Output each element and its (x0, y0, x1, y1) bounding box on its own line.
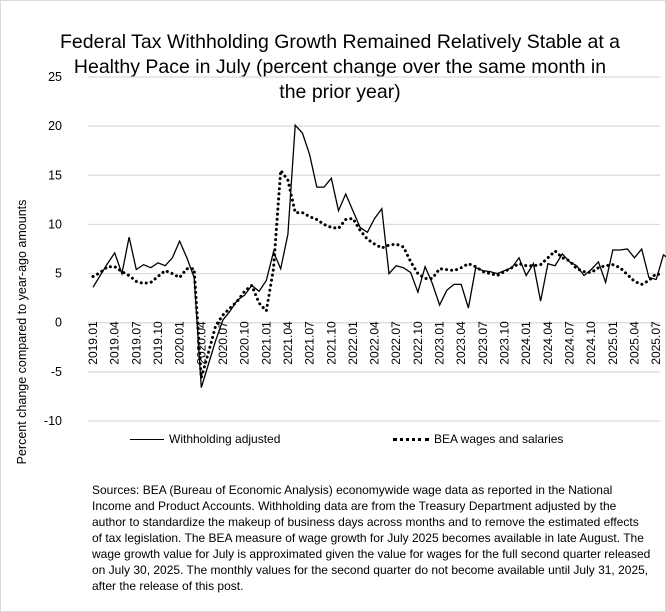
y-tick-label: 15 (48, 168, 62, 182)
x-tick-label: 2025.01 (606, 321, 620, 365)
x-tick-label: 2024.01 (519, 321, 533, 365)
y-tick-labels: 25 20 15 10 5 0 -5 -10 (44, 70, 62, 428)
x-tick-label: 2023.10 (498, 321, 512, 365)
legend-swatch-dotted (393, 437, 429, 441)
x-tick-label: 2022.04 (368, 321, 382, 365)
x-tick-labels: 2019.01 2019.04 2019.07 2019.10 2020.01 2020.… (86, 321, 663, 365)
y-tick-label: 0 (55, 316, 62, 330)
x-tick-label: 2025.07 (649, 321, 663, 365)
y-tick-label: -10 (44, 414, 62, 428)
x-tick-label: 2024.10 (584, 321, 598, 365)
grid-lines (88, 76, 660, 422)
x-tick-label: 2019.04 (108, 321, 122, 365)
legend-item-bea: BEA wages and salaries (393, 432, 563, 446)
x-tick-label: 2023.04 (454, 321, 468, 365)
x-tick-label: 2020.01 (173, 321, 187, 365)
x-tick-label: 2024.07 (563, 321, 577, 365)
x-tick-label: 2019.10 (151, 321, 165, 365)
chart-title: Federal Tax Withholding Growth Remained … (60, 31, 621, 103)
series-line-bea (91, 166, 665, 379)
legend-item-withholding: Withholding adjusted (130, 432, 280, 446)
x-tick-label: 2021.10 (324, 321, 338, 365)
x-tick-label: 2025.04 (628, 321, 642, 365)
y-tick-label: 25 (48, 70, 62, 84)
legend-label-bea: BEA wages and salaries (434, 432, 564, 446)
x-tick-label: 2024.04 (541, 321, 555, 365)
x-tick-label: 2020.10 (238, 321, 252, 365)
y-tick-label: 20 (48, 119, 62, 133)
series-line-withholding (92, 123, 666, 388)
series-lines (91, 123, 666, 388)
x-tick-label: 2022.07 (389, 321, 403, 365)
source-footnote: Sources: BEA (Bureau of Economic Analysi… (92, 483, 651, 593)
x-tick-label: 2021.01 (259, 321, 273, 365)
y-tick-label: -5 (51, 365, 62, 379)
x-tick-label: 2020.07 (216, 321, 230, 365)
x-tick-label: 2019.01 (86, 321, 100, 365)
legend-swatch-solid (130, 438, 164, 440)
x-tick-label: 2023.01 (433, 321, 447, 365)
x-tick-label: 2021.07 (303, 321, 317, 365)
x-tick-label: 2019.07 (129, 321, 143, 365)
y-tick-label: 5 (55, 267, 62, 281)
legend-label-withholding: Withholding adjusted (169, 432, 281, 446)
x-tick-label: 2022.10 (411, 321, 425, 365)
x-tick-label: 2022.01 (346, 321, 360, 365)
x-tick-label: 2021.04 (281, 321, 295, 365)
x-tick-label: 2023.07 (476, 321, 490, 365)
y-tick-label: 10 (48, 217, 62, 231)
